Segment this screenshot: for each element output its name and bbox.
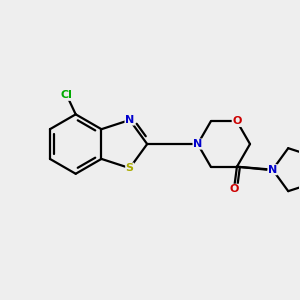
Text: S: S [126, 163, 134, 173]
Text: N: N [125, 115, 134, 125]
Text: O: O [232, 116, 242, 126]
Text: Cl: Cl [61, 90, 73, 100]
Text: N: N [268, 165, 277, 175]
Text: O: O [229, 184, 239, 194]
Text: N: N [193, 139, 202, 149]
